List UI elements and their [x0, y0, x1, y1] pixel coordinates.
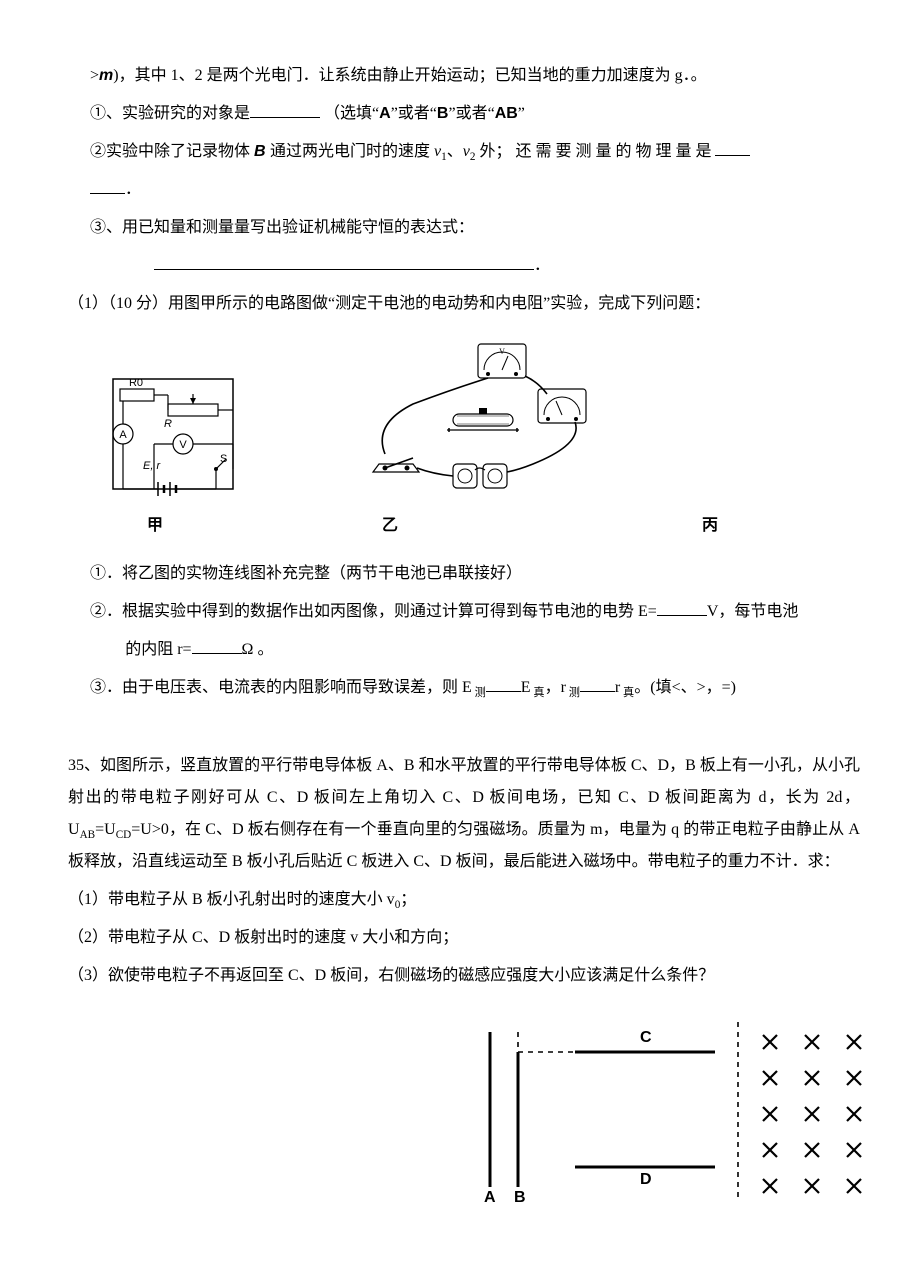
- choice-AB: AB: [495, 105, 518, 122]
- label-plate-B: B: [514, 1189, 526, 1202]
- label-jia: 甲: [90, 510, 220, 542]
- label-plate-A: A: [484, 1189, 496, 1202]
- section-1-head: （1）（10 分）用图甲所示的电路图做“测定干电池的电动势和内电阻”实验，完成下…: [68, 288, 860, 320]
- label-V: V: [179, 439, 187, 451]
- sep: 、: [447, 143, 463, 160]
- sub2-pre: ②．根据实验中得到的数据作出如丙图像，则通过计算可得到每节电池的电势 E=: [90, 603, 657, 620]
- svg-text:V: V: [499, 347, 505, 356]
- sub2-mid: V，每节电池: [707, 603, 799, 620]
- label-R: R: [164, 418, 172, 430]
- sub-3: ③．由于电压表、电流表的内阻影响而导致误差，则 E 测E 真，r 测r 真。(填…: [90, 672, 860, 704]
- q35-q1-text: （1）带电粒子从 B 板小孔射出时的速度大小 v: [68, 891, 395, 908]
- sub-2a: ②．根据实验中得到的数据作出如丙图像，则通过计算可得到每节电池的电势 E= V，每…: [90, 596, 860, 628]
- q2-post: 外；: [475, 143, 511, 160]
- question-3: ③、用已知量和测量量写出验证机械能守恒的表达式：: [90, 212, 860, 244]
- q35-eq: =U: [95, 821, 116, 838]
- question-2b: ．: [90, 174, 860, 206]
- q35-q2-text: （2）带电粒子从 C、D 板射出时的速度 v 大小和方向；: [68, 929, 458, 946]
- label-R0: R0: [129, 377, 143, 389]
- sub-CD: CD: [116, 829, 132, 841]
- sub3-sub-zhen1: 真: [531, 687, 545, 699]
- figure-plates-field: A B C D: [470, 1012, 860, 1214]
- q1-pre: ①、实验研究的对象是: [90, 105, 250, 122]
- blank-E-compare[interactable]: [486, 675, 521, 692]
- sub3-sub-zhen2: 真: [620, 687, 634, 699]
- label-yi: 乙: [220, 510, 560, 542]
- sub3-sub-ce2: 测: [566, 687, 580, 699]
- blank-E[interactable]: [657, 599, 707, 616]
- var-v2: v: [463, 143, 470, 160]
- sub-2b: 的内阻 r= Ω 。: [90, 634, 860, 666]
- intro-line-1: >m)，其中 1、2 是两个光电门．让系统由静止开始运动；已知当地的重力加速度为…: [90, 60, 860, 92]
- sect1-text: （1）（10 分）用图甲所示的电路图做“测定干电池的电动势和内电阻”实验，完成下…: [68, 295, 710, 312]
- sub1-text: ①．将乙图的实物连线图补充完整（两节干电池已串联接好）: [90, 565, 522, 582]
- q1-post: （选填“: [324, 105, 379, 122]
- q35-paragraph: 35、如图所示，竖直放置的平行带电导体板 A、B 和水平放置的平行带电导体板 C…: [68, 750, 860, 878]
- sub2b-pre: 的内阻 r=: [125, 641, 191, 658]
- q2-spaced: 还 需 要 测 量 的 物 理 量 是: [515, 143, 711, 160]
- label-plate-C: C: [640, 1029, 652, 1046]
- question-3-blank-line: ．: [90, 250, 860, 282]
- q2-pre: ②实验中除了记录物体: [90, 143, 254, 160]
- sub3-end: 。(填<、>，=): [634, 679, 736, 696]
- choice-B: B: [437, 105, 449, 122]
- label-A: A: [119, 429, 127, 441]
- blank-object[interactable]: [250, 101, 320, 118]
- q1-mid: ”或者“: [391, 105, 437, 122]
- circuit-schematic: R0 R A V S E, r: [108, 374, 243, 504]
- blank-r[interactable]: [192, 637, 242, 654]
- var-m: m: [99, 67, 113, 84]
- gt-symbol: >: [90, 67, 99, 84]
- blank-r-compare[interactable]: [580, 675, 615, 692]
- circuit-figures-row: R0 R A V S E, r: [108, 334, 860, 504]
- label-plate-D: D: [640, 1171, 652, 1188]
- q35-text-2: =U>0，在 C、D 板右侧存在有一个垂直向里的匀强磁场。质量为 m，电量为 q…: [68, 821, 860, 870]
- intro-text-1: )，其中 1、2 是两个光电门．让系统由静止开始运动；已知当地的重力加速度为 g…: [113, 67, 706, 84]
- sub-AB: AB: [80, 829, 96, 841]
- q2-mid: 通过两光电门时的速度: [270, 143, 434, 160]
- sub2b-post: Ω 。: [242, 641, 274, 658]
- q35-sub3: （3）欲使带电粒子不再返回至 C、D 板间，右侧磁场的磁感应强度大小应该满足什么…: [68, 960, 860, 992]
- label-bing: 丙: [560, 510, 860, 542]
- q1-end: ”: [518, 105, 525, 122]
- sub-1: ①．将乙图的实物连线图补充完整（两节干电池已串联接好）: [90, 558, 860, 590]
- q35-sub2: （2）带电粒子从 C、D 板射出时的速度 v 大小和方向；: [68, 922, 860, 954]
- sub3-sep: ，r: [545, 679, 566, 696]
- circuit-labels: 甲 乙 丙: [90, 510, 860, 542]
- q35-q1-end: ；: [400, 891, 416, 908]
- label-Er: E, r: [143, 460, 161, 472]
- q35-sub1: （1）带电粒子从 B 板小孔射出时的速度大小 v0；: [68, 884, 860, 916]
- question-1: ①、实验研究的对象是 （选填“A”或者“B”或者“AB”: [90, 98, 860, 130]
- sub3-pre: ③．由于电压表、电流表的内阻影响而导致误差，则 E: [90, 679, 472, 696]
- q1-mid2: ”或者“: [448, 105, 494, 122]
- q35-q3-text: （3）欲使带电粒子不再返回至 C、D 板间，右侧磁场的磁感应强度大小应该满足什么…: [68, 967, 714, 984]
- choice-A: A: [379, 105, 391, 122]
- question-2: ②实验中除了记录物体 B 通过两光电门时的速度 v1、v2 外； 还 需 要 测…: [90, 136, 860, 168]
- blank-expression[interactable]: [154, 253, 534, 270]
- var-B: B: [254, 143, 270, 160]
- q2-tail: ．: [125, 181, 141, 198]
- blank-q2a[interactable]: [715, 139, 750, 156]
- plates-svg: A B C D: [470, 1012, 870, 1202]
- sub3-E: E: [521, 679, 531, 696]
- sub3-sub-ce1: 测: [472, 687, 486, 699]
- q3-text: ③、用已知量和测量量写出验证机械能守恒的表达式：: [90, 219, 474, 236]
- circuit-physical: V: [333, 334, 623, 504]
- blank-q2b[interactable]: [90, 177, 125, 194]
